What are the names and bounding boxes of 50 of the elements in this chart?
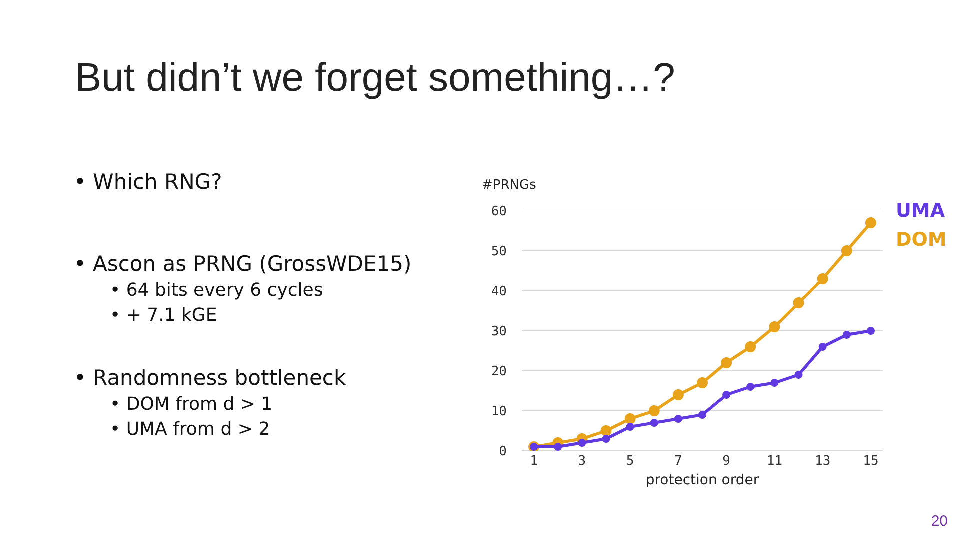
point — [672, 390, 684, 400]
x-tick-label: 15 — [863, 454, 879, 469]
y-tick-label: 50 — [491, 244, 507, 260]
series-label: DOM — [896, 229, 947, 251]
x-tick-label: 9 — [722, 454, 730, 469]
point — [722, 391, 731, 399]
x-tick-label: 11 — [766, 454, 783, 469]
point — [842, 331, 851, 339]
text: 20 — [931, 513, 948, 530]
point — [745, 342, 756, 352]
point — [650, 419, 658, 427]
y-tick-label: 30 — [491, 324, 507, 340]
point — [626, 423, 634, 431]
point — [554, 443, 562, 451]
x-tick-label: 3 — [578, 454, 586, 469]
y-tick-label: 0 — [499, 444, 507, 460]
point — [818, 343, 827, 351]
point — [794, 371, 803, 379]
point — [746, 383, 755, 391]
chart-title: But didn’t we forget something…? — [75, 56, 676, 101]
point — [600, 426, 612, 436]
y-tick-label: 40 — [491, 284, 507, 300]
text: • Ascon as PRNG (GrossWDE15) • 64 bits every 6 cycles • + 7.1 kGE — [74, 252, 413, 326]
point — [674, 415, 682, 423]
point — [624, 414, 636, 424]
text: • Which RNG? — [74, 170, 224, 194]
point — [648, 406, 660, 416]
text: • Randomness bottleneck • DOM from d > 1 • UMA from d > 2 — [74, 366, 348, 440]
y-tick-label: 10 — [491, 404, 507, 420]
x-tick-label: 7 — [674, 454, 682, 469]
point — [770, 379, 779, 387]
text: UMA — [896, 200, 946, 222]
point — [698, 411, 706, 419]
point — [793, 298, 804, 308]
point — [578, 439, 586, 447]
point — [602, 435, 610, 443]
x-tick-label: 13 — [815, 454, 831, 469]
point — [841, 246, 852, 256]
point — [697, 378, 708, 388]
x-tick-label: 5 — [626, 454, 634, 469]
x-axis-title: protection order — [646, 472, 760, 488]
y-axis-title: #PRNGs — [482, 178, 537, 193]
point — [769, 322, 780, 332]
point — [865, 218, 876, 228]
point — [866, 327, 875, 335]
point — [721, 358, 732, 368]
point — [817, 274, 828, 284]
y-tick-label: 20 — [491, 364, 507, 380]
x-tick-label: 1 — [530, 454, 538, 469]
y-tick-label: 60 — [491, 204, 507, 220]
